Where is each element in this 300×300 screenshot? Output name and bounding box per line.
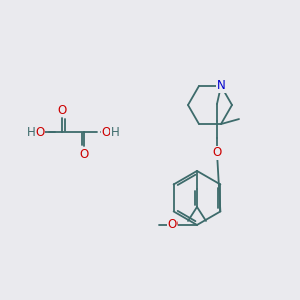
Text: H: H bbox=[27, 125, 35, 139]
Text: H: H bbox=[111, 125, 119, 139]
Text: O: O bbox=[212, 146, 222, 159]
Text: O: O bbox=[80, 148, 88, 160]
Text: O: O bbox=[57, 103, 67, 116]
Text: O: O bbox=[168, 218, 178, 231]
Text: N: N bbox=[217, 80, 225, 92]
Text: O: O bbox=[101, 125, 111, 139]
Text: O: O bbox=[35, 125, 45, 139]
Text: O: O bbox=[167, 218, 177, 231]
